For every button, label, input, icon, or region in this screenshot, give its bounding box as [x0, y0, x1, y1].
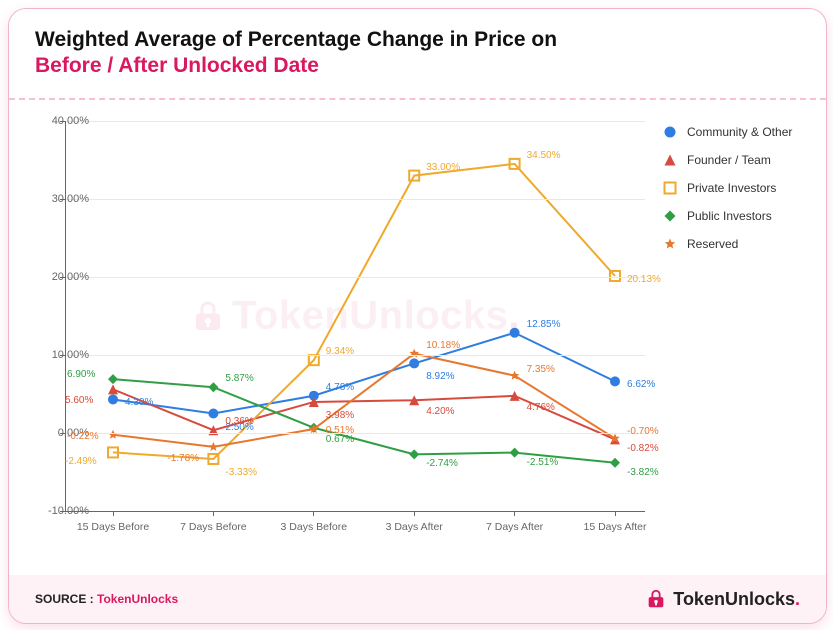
plot: TokenUnlocks. -10.00%0.00%10.00%20.00%30… — [65, 121, 645, 511]
lock-icon — [645, 588, 667, 610]
legend-item[interactable]: Founder / Team — [661, 153, 826, 167]
x-axis-label: 15 Days After — [583, 521, 646, 533]
y-axis-label: 0.00% — [29, 427, 89, 439]
title-line-2: Before / After Unlocked Date — [35, 53, 800, 79]
legend-label: Founder / Team — [687, 153, 771, 167]
x-axis-label: 3 Days Before — [281, 521, 348, 533]
chart-area: TokenUnlocks. -10.00%0.00%10.00%20.00%30… — [35, 113, 800, 553]
x-axis-label: 15 Days Before — [77, 521, 149, 533]
header: Weighted Average of Percentage Change in… — [9, 9, 826, 92]
y-axis-label: 40.00% — [29, 115, 89, 127]
legend-item[interactable]: Private Investors — [661, 181, 826, 195]
x-axis-label: 7 Days After — [486, 521, 543, 533]
y-axis-label: 10.00% — [29, 349, 89, 361]
source-label: SOURCE : TokenUnlocks — [35, 592, 178, 606]
title-line-1: Weighted Average of Percentage Change in… — [35, 27, 800, 53]
legend-item[interactable]: Reserved — [661, 237, 826, 251]
y-axis-label: 20.00% — [29, 271, 89, 283]
chart-card: Weighted Average of Percentage Change in… — [8, 8, 827, 624]
legend-label: Public Investors — [687, 209, 772, 223]
legend: Community & Other Founder / Team Private I… — [661, 125, 826, 265]
x-axis-label: 3 Days After — [386, 521, 443, 533]
footer: SOURCE : TokenUnlocks TokenUnlocks. — [9, 575, 826, 623]
brand-logo: TokenUnlocks. — [645, 588, 800, 610]
logo-text: TokenUnlocks — [673, 589, 795, 610]
legend-item[interactable]: Community & Other — [661, 125, 826, 139]
y-axis-label: 30.00% — [29, 193, 89, 205]
legend-label: Private Investors — [687, 181, 776, 195]
legend-label: Reserved — [687, 237, 738, 251]
header-divider — [9, 98, 826, 100]
source-prefix: SOURCE : — [35, 592, 94, 606]
chart-svg — [65, 121, 645, 511]
legend-item[interactable]: Public Investors — [661, 209, 826, 223]
legend-label: Community & Other — [687, 125, 792, 139]
x-axis-label: 7 Days Before — [180, 521, 247, 533]
source-name: TokenUnlocks — [97, 592, 178, 606]
